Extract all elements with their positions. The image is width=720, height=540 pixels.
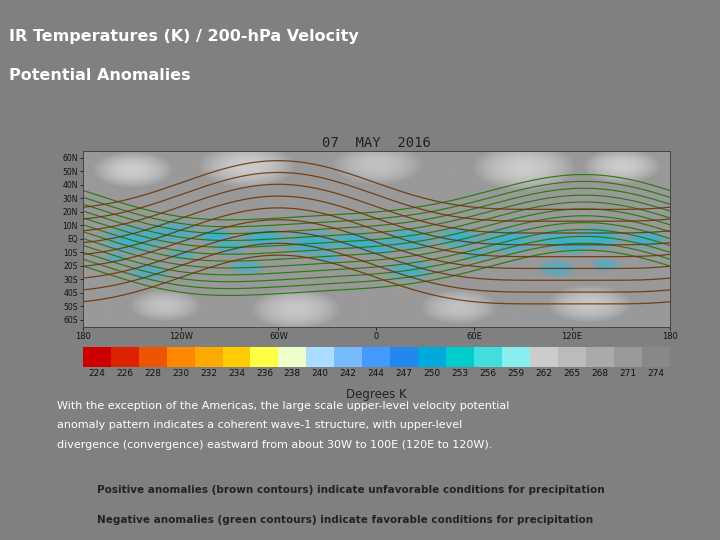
Text: 262: 262	[536, 369, 552, 377]
Text: 240: 240	[312, 369, 329, 377]
Text: 244: 244	[368, 369, 384, 377]
Text: 232: 232	[200, 369, 217, 377]
Bar	[446, 347, 474, 367]
Bar	[306, 347, 334, 367]
Text: 274: 274	[647, 369, 664, 377]
Bar	[390, 347, 418, 367]
Text: 271: 271	[619, 369, 636, 377]
Bar	[362, 347, 390, 367]
Text: Positive anomalies (brown contours) indicate unfavorable conditions for precipit: Positive anomalies (brown contours) indi…	[97, 485, 605, 495]
Text: 228: 228	[144, 369, 161, 377]
Bar	[418, 347, 446, 367]
Text: 236: 236	[256, 369, 273, 377]
Bar	[139, 347, 166, 367]
Text: 238: 238	[284, 369, 301, 377]
Bar	[613, 347, 642, 367]
Bar	[279, 347, 306, 367]
Text: divergence (convergence) eastward from about 30W to 100E (120E to 120W).: divergence (convergence) eastward from a…	[57, 440, 492, 450]
Bar	[166, 347, 194, 367]
Text: Degrees K: Degrees K	[346, 388, 407, 401]
Bar	[586, 347, 613, 367]
Text: Potential Anomalies: Potential Anomalies	[9, 68, 191, 83]
Bar	[502, 347, 530, 367]
Text: With the exception of the Americas, the large scale upper-level velocity potenti: With the exception of the Americas, the …	[57, 401, 510, 411]
Text: 250: 250	[423, 369, 441, 377]
Bar	[251, 347, 279, 367]
Text: Negative anomalies (green contours) indicate favorable conditions for precipitat: Negative anomalies (green contours) indi…	[97, 515, 593, 524]
Text: 234: 234	[228, 369, 245, 377]
Title: 07  MAY  2016: 07 MAY 2016	[322, 136, 431, 150]
Bar	[558, 347, 586, 367]
Bar	[642, 347, 670, 367]
Text: 242: 242	[340, 369, 356, 377]
Bar	[194, 347, 222, 367]
Text: 268: 268	[591, 369, 608, 377]
Text: 265: 265	[563, 369, 580, 377]
Bar	[530, 347, 558, 367]
Text: 230: 230	[172, 369, 189, 377]
Text: anomaly pattern indicates a coherent wave-1 structure, with upper-level: anomaly pattern indicates a coherent wav…	[57, 420, 462, 430]
Text: 226: 226	[116, 369, 133, 377]
Bar	[83, 347, 111, 367]
Text: 247: 247	[396, 369, 413, 377]
Bar	[222, 347, 251, 367]
Bar	[334, 347, 362, 367]
Bar	[474, 347, 502, 367]
Text: IR Temperatures (K) / 200-hPa Velocity: IR Temperatures (K) / 200-hPa Velocity	[9, 29, 359, 44]
Text: 259: 259	[508, 369, 524, 377]
Text: 256: 256	[480, 369, 497, 377]
Text: 253: 253	[451, 369, 469, 377]
Text: 224: 224	[89, 369, 105, 377]
Bar	[111, 347, 139, 367]
